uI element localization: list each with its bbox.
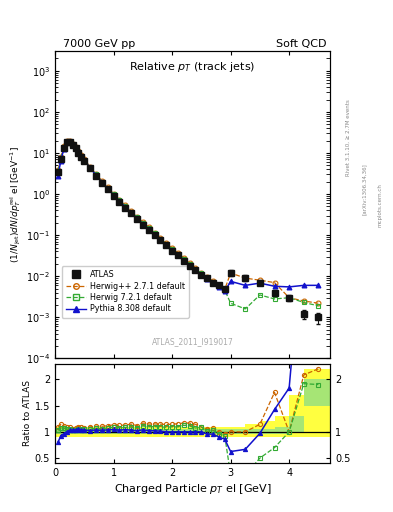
Y-axis label: Ratio to ATLAS: Ratio to ATLAS <box>23 380 32 446</box>
Text: ATLAS_2011_I919017: ATLAS_2011_I919017 <box>152 337 233 346</box>
Text: [arXiv:1306.34,36]: [arXiv:1306.34,36] <box>362 163 367 216</box>
Text: Soft QCD: Soft QCD <box>276 38 326 49</box>
Y-axis label: $(1/N_{\rm jet})dN/dp^{\rm rel}_{T}$ el $[{\rm GeV}^{-1}]$: $(1/N_{\rm jet})dN/dp^{\rm rel}_{T}$ el … <box>9 146 23 263</box>
Text: mcplots.cern.ch: mcplots.cern.ch <box>377 183 382 227</box>
X-axis label: Charged Particle $p_T$ el [GeV]: Charged Particle $p_T$ el [GeV] <box>114 482 272 497</box>
Legend: ATLAS, Herwig++ 2.7.1 default, Herwig 7.2.1 default, Pythia 8.308 default: ATLAS, Herwig++ 2.7.1 default, Herwig 7.… <box>62 266 189 317</box>
Text: 7000 GeV pp: 7000 GeV pp <box>63 38 135 49</box>
Text: Relative $p_T$ (track jets): Relative $p_T$ (track jets) <box>129 60 256 74</box>
Text: Rivet 3.1.10, ≥ 2.7M events: Rivet 3.1.10, ≥ 2.7M events <box>346 99 351 176</box>
